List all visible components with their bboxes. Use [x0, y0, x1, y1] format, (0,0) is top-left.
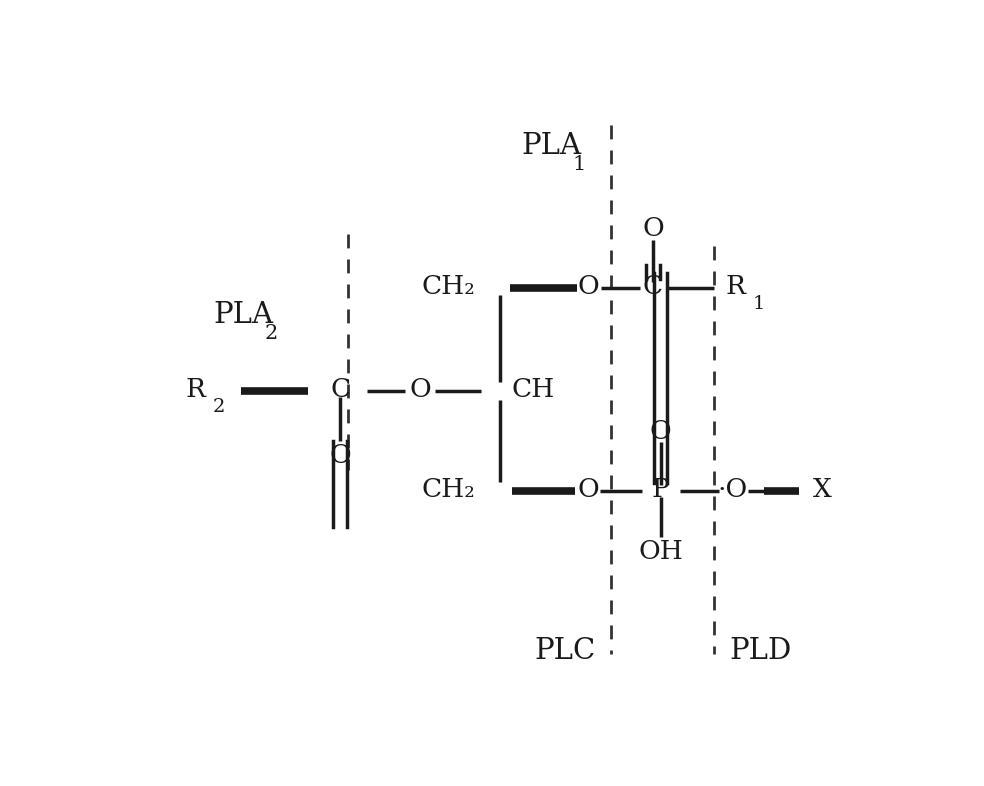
Text: O: O	[649, 419, 671, 444]
Text: CH: CH	[512, 377, 555, 402]
Text: PLD: PLD	[729, 637, 791, 665]
Text: O: O	[330, 443, 351, 468]
Text: PLA: PLA	[522, 132, 582, 160]
Text: O: O	[643, 216, 664, 241]
Text: 2: 2	[213, 399, 224, 416]
Text: 1: 1	[573, 155, 586, 174]
Text: 2: 2	[265, 325, 278, 343]
Text: C: C	[331, 377, 350, 402]
Text: CH₂: CH₂	[421, 274, 475, 299]
Text: R: R	[186, 377, 206, 402]
Text: 1: 1	[752, 296, 765, 314]
Text: X: X	[813, 477, 831, 502]
Text: R: R	[725, 274, 745, 299]
Text: P: P	[651, 477, 669, 502]
Text: PLC: PLC	[535, 637, 596, 665]
Text: C: C	[643, 274, 663, 299]
Text: O: O	[578, 274, 599, 299]
Text: O: O	[578, 477, 599, 502]
Text: CH₂: CH₂	[421, 477, 475, 502]
Text: PLA: PLA	[213, 301, 274, 329]
Text: OH: OH	[639, 538, 683, 564]
Text: O: O	[409, 377, 431, 402]
Text: ·O: ·O	[718, 477, 748, 502]
